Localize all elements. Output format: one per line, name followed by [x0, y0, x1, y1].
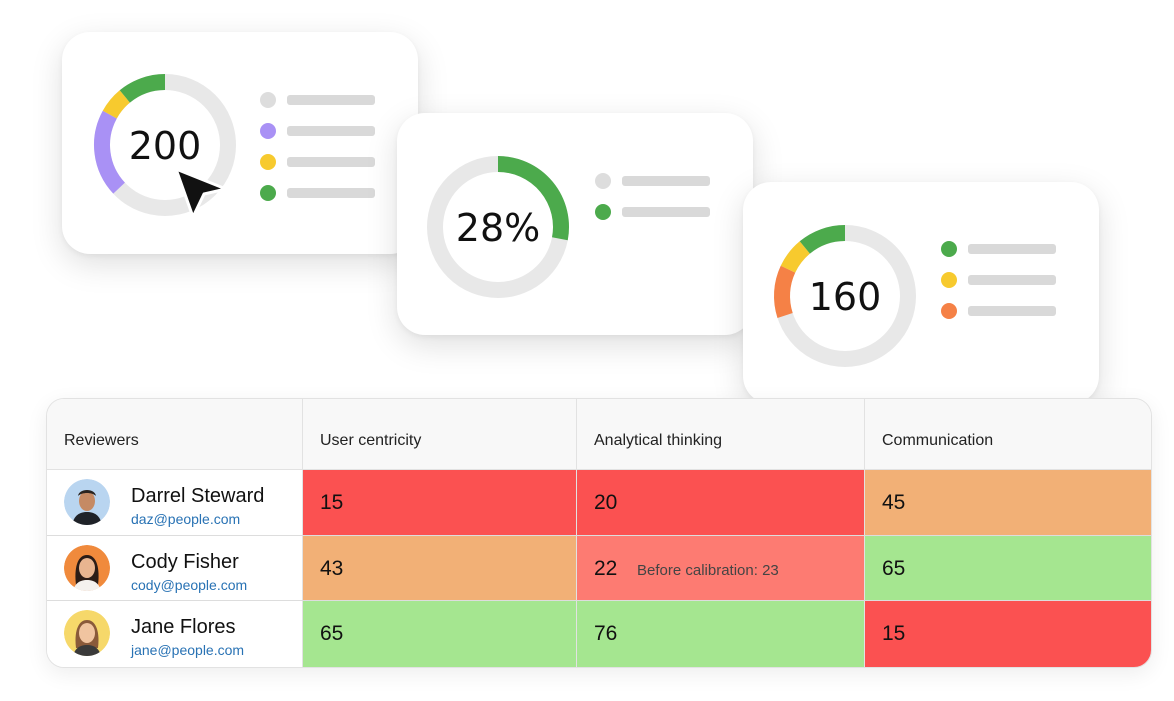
- legend-placeholder-bar: [622, 176, 710, 186]
- avatar-jane: [64, 610, 110, 656]
- score-value: 20: [594, 491, 618, 514]
- score-cell[interactable]: 15: [865, 601, 1151, 667]
- table-row[interactable]: Jane Flores jane@people.com 65 76 15: [47, 600, 1151, 667]
- donut-chart: 200: [94, 74, 375, 216]
- score-cell[interactable]: 15: [303, 470, 577, 535]
- legend-placeholder-bar: [968, 306, 1056, 316]
- reviewer-name: Cody Fisher: [131, 551, 239, 573]
- score-value: 15: [882, 622, 906, 645]
- reviewer-email[interactable]: cody@people.com: [131, 577, 248, 593]
- donut-segment-green: [799, 225, 846, 254]
- legend: [941, 241, 1056, 319]
- legend-placeholder-bar: [287, 188, 375, 198]
- reviewer-name: Darrel Steward: [131, 485, 265, 507]
- donut-arcs: [94, 74, 166, 194]
- legend-placeholder-bar: [287, 95, 375, 105]
- header-communication[interactable]: Communication: [882, 432, 994, 449]
- legend-dot-green: [941, 241, 957, 257]
- legend-dot-gray: [260, 92, 276, 108]
- donut-arcs: [497, 156, 569, 241]
- score-value: 65: [882, 557, 906, 580]
- legend-placeholder-bar: [287, 157, 375, 167]
- donut-chart: 28%: [427, 156, 710, 298]
- header-user-centricity[interactable]: User centricity: [303, 399, 577, 469]
- donut-segment-green: [119, 74, 166, 103]
- score-cell[interactable]: 65: [303, 601, 577, 667]
- score-cell[interactable]: 65: [865, 536, 1151, 601]
- reviewer-cell: Jane Flores jane@people.com: [47, 601, 303, 667]
- legend-dot-purple: [260, 123, 276, 139]
- donut-segment-yellow: [780, 241, 811, 273]
- avatar-darrel: [64, 479, 110, 525]
- donut-arcs: [774, 225, 846, 318]
- donut-segment-green: [497, 156, 569, 241]
- metric-card-3[interactable]: 160: [743, 182, 1099, 404]
- legend-placeholder-bar: [622, 207, 710, 217]
- legend-dot-yellow: [941, 272, 957, 288]
- legend-placeholder-bar: [968, 244, 1056, 254]
- metric-card-1[interactable]: 200: [62, 32, 418, 254]
- score-value: 65: [320, 622, 344, 645]
- score-cell[interactable]: 43: [303, 536, 577, 601]
- metric-card-2[interactable]: 28%: [397, 113, 753, 335]
- table-header-row: Reviewers User centricity Analytical thi…: [47, 399, 1151, 470]
- legend-dot-gray: [595, 173, 611, 189]
- legend-dot-yellow: [260, 154, 276, 170]
- legend: [260, 92, 375, 201]
- score-cell[interactable]: 45: [865, 470, 1151, 535]
- reviewer-email[interactable]: daz@people.com: [131, 511, 241, 527]
- score-value: 22: [594, 557, 618, 580]
- header-analytical-thinking[interactable]: Analytical thinking: [577, 399, 865, 469]
- score-value: 76: [594, 622, 618, 645]
- score-cell[interactable]: 20: [577, 470, 865, 535]
- metric-value: 160: [809, 275, 882, 319]
- reviewer-cell: Darrel Steward daz@people.com: [47, 470, 303, 535]
- header-reviewers[interactable]: Reviewers: [47, 399, 303, 469]
- calibration-note: Before calibration: 23: [637, 562, 779, 579]
- donut-segment-yellow: [102, 90, 131, 119]
- donut-chart: 160: [774, 225, 1056, 367]
- score-cell[interactable]: 22 Before calibration: 23: [577, 536, 865, 601]
- score-value: 45: [882, 491, 906, 514]
- score-cell[interactable]: 76: [577, 601, 865, 667]
- reviewer-email[interactable]: jane@people.com: [131, 642, 245, 658]
- avatar-cody: [64, 545, 110, 591]
- metric-value: 28%: [456, 206, 540, 250]
- donut-segment-orange: [774, 265, 796, 318]
- arrow-cursor-icon: [174, 167, 228, 219]
- table-row[interactable]: Cody Fisher cody@people.com 43 22 Before…: [47, 535, 1151, 601]
- legend: [595, 173, 710, 220]
- reviewer-name: Jane Flores: [131, 616, 236, 638]
- reviewer-cell: Cody Fisher cody@people.com: [47, 536, 303, 601]
- table-row[interactable]: Darrel Steward daz@people.com 15 20 45: [47, 470, 1151, 535]
- legend-placeholder-bar: [287, 126, 375, 136]
- score-value: 43: [320, 557, 344, 580]
- legend-placeholder-bar: [968, 275, 1056, 285]
- legend-dot-green: [260, 185, 276, 201]
- donut-segment-purple: [94, 110, 126, 194]
- legend-dot-orange: [941, 303, 957, 319]
- reviewers-table: Reviewers User centricity Analytical thi…: [46, 398, 1152, 668]
- metric-value: 200: [129, 124, 202, 168]
- score-value: 15: [320, 491, 344, 514]
- legend-dot-green: [595, 204, 611, 220]
